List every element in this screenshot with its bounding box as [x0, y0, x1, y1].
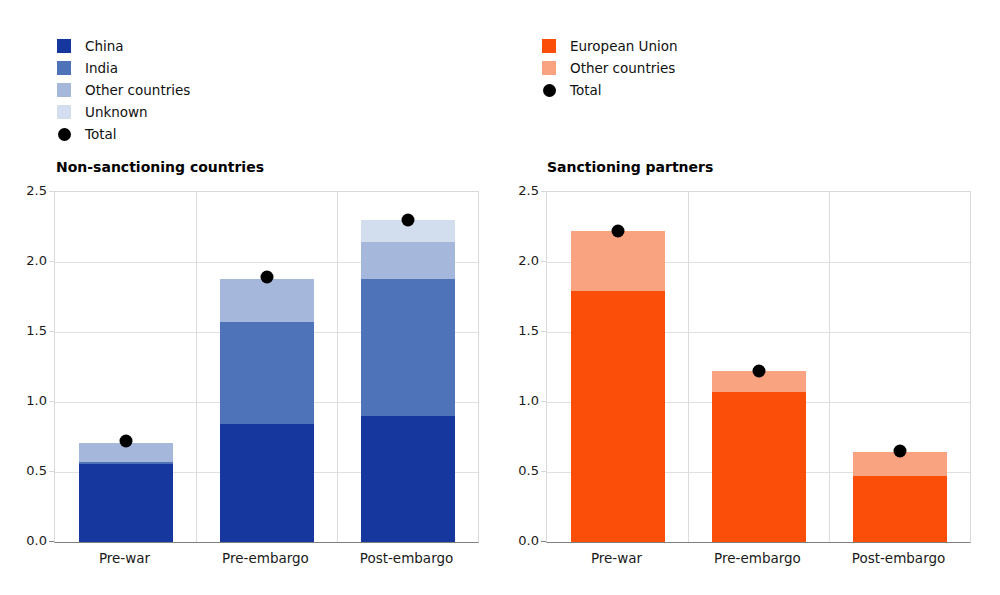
bar-segment-china: [220, 424, 314, 542]
y-tick-label: 2.0: [499, 253, 539, 269]
swatch-icon-india: [57, 61, 71, 75]
swatch-icon-european-union: [542, 39, 556, 53]
y-tick-mark: [541, 191, 546, 192]
bar-segment-india: [220, 322, 314, 424]
legend-label: China: [85, 39, 124, 53]
y-tick-label: 2.0: [7, 253, 47, 269]
column-separator: [829, 192, 830, 542]
y-tick-label: 2.5: [7, 183, 47, 199]
y-tick-mark: [541, 541, 546, 542]
legend-label: Total: [570, 83, 602, 97]
total-dot: [119, 435, 132, 448]
swatch-icon-unknown: [57, 105, 71, 119]
y-tick-label: 1.5: [499, 323, 539, 339]
bar-segment-european-union: [712, 392, 806, 542]
y-tick-mark: [49, 541, 54, 542]
y-tick-mark: [49, 471, 54, 472]
bar-segment-european-union: [571, 291, 665, 542]
legend-label: Other countries: [570, 61, 675, 75]
y-tick-label: 1.0: [499, 393, 539, 409]
x-tick-label: Pre-embargo: [683, 550, 833, 566]
legend-item-other-countries: Other countries: [57, 83, 190, 97]
chart-title-non-sanctioning: Non-sanctioning countries: [56, 159, 264, 175]
plot-area-non-sanctioning: [54, 191, 479, 543]
total-dot: [611, 225, 624, 238]
legend-item-total: Total: [57, 127, 190, 141]
bar-segment-other-countries: [571, 231, 665, 291]
bar-segment-china: [79, 464, 173, 542]
swatch-icon-other-countries: [57, 83, 71, 97]
bar-segment-china: [361, 416, 455, 542]
legend-sanctioning: European Union Other countries Total: [542, 39, 678, 105]
legend-item-total: Total: [542, 83, 678, 97]
bar-segment-other-countries: [361, 242, 455, 278]
legend-non-sanctioning: China India Other countries Unknown Total: [57, 39, 190, 149]
x-tick-label: Pre-embargo: [191, 550, 341, 566]
swatch-icon-other-countries: [542, 61, 556, 75]
y-tick-label: 1.5: [7, 323, 47, 339]
column-separator: [337, 192, 338, 542]
x-tick-label: Pre-war: [50, 550, 200, 566]
legend-item-unknown: Unknown: [57, 105, 190, 119]
total-dot: [893, 445, 906, 458]
y-tick-mark: [49, 261, 54, 262]
legend-item-other-countries: Other countries: [542, 61, 678, 75]
y-tick-label: 0.5: [7, 463, 47, 479]
total-dot: [401, 214, 414, 227]
legend-label: Unknown: [85, 105, 148, 119]
y-tick-mark: [49, 331, 54, 332]
x-tick-label: Post-embargo: [332, 550, 482, 566]
y-tick-label: 0.0: [499, 533, 539, 549]
y-tick-mark: [541, 471, 546, 472]
legend-item-china: China: [57, 39, 190, 53]
legend-item-european-union: European Union: [542, 39, 678, 53]
y-tick-mark: [541, 261, 546, 262]
y-tick-label: 0.0: [7, 533, 47, 549]
total-dot: [752, 365, 765, 378]
figure: China India Other countries Unknown Total Eu…: [0, 0, 1000, 595]
swatch-icon-china: [57, 39, 71, 53]
y-tick-mark: [541, 401, 546, 402]
y-tick-label: 2.5: [499, 183, 539, 199]
bar-segment-india: [79, 462, 173, 463]
legend-item-india: India: [57, 61, 190, 75]
y-tick-label: 0.5: [499, 463, 539, 479]
bar-segment-india: [361, 279, 455, 416]
y-tick-mark: [541, 331, 546, 332]
column-separator: [688, 192, 689, 542]
x-tick-label: Pre-war: [542, 550, 692, 566]
legend-label: India: [85, 61, 118, 75]
legend-label: Other countries: [85, 83, 190, 97]
x-tick-label: Post-embargo: [824, 550, 974, 566]
y-tick-mark: [49, 191, 54, 192]
total-dot-icon: [58, 128, 71, 141]
total-dot-icon: [543, 84, 556, 97]
y-tick-label: 1.0: [7, 393, 47, 409]
column-separator: [196, 192, 197, 542]
plot-area-sanctioning: [546, 191, 971, 543]
y-tick-mark: [49, 401, 54, 402]
total-dot: [260, 271, 273, 284]
legend-label: Total: [85, 127, 117, 141]
legend-label: European Union: [570, 39, 678, 53]
bar-segment-other-countries: [220, 279, 314, 322]
chart-title-sanctioning: Sanctioning partners: [547, 159, 713, 175]
bar-segment-european-union: [853, 476, 947, 542]
